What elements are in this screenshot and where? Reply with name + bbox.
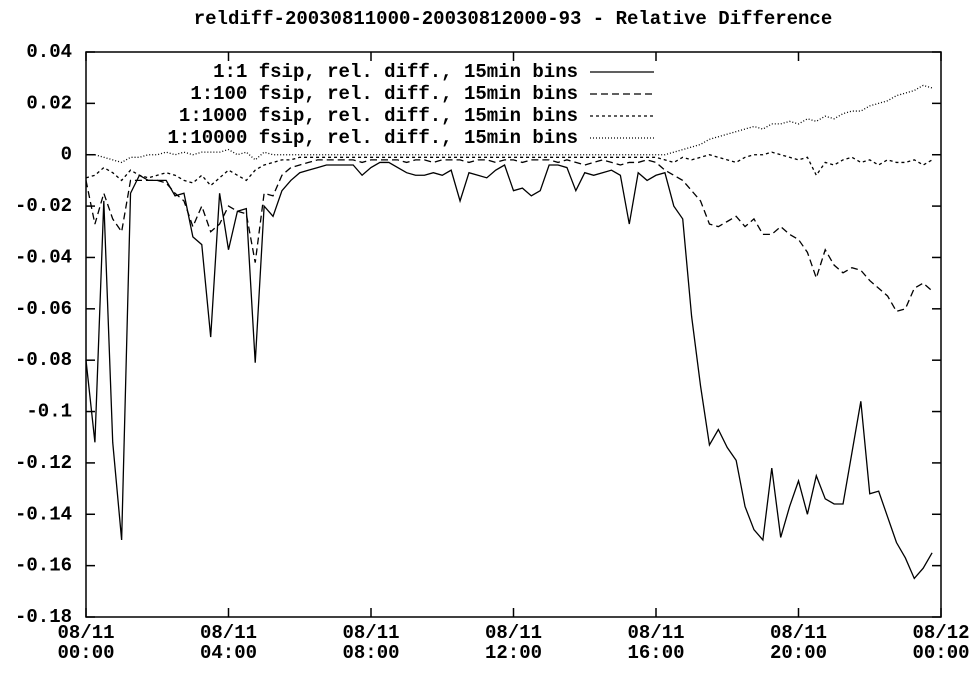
y-tick-label: -0.12 [15, 452, 72, 474]
series-line [86, 84, 933, 164]
y-tick-label: -0.02 [15, 195, 72, 217]
x-tick-label: 08/11 20:00 [769, 622, 827, 664]
y-tick-label: -0.1 [26, 401, 72, 423]
y-tick-label: -0.14 [15, 503, 72, 525]
legend-label: 1:10000 fsip, rel. diff., 15min bins [168, 127, 578, 149]
series-line [85, 151, 933, 187]
y-tick-label: 0.02 [26, 92, 72, 114]
x-tick-label: 08/12 00:00 [912, 622, 970, 664]
x-tick-label: 08/11 16:00 [627, 622, 685, 664]
y-tick-label: -0.08 [15, 349, 72, 371]
chart-title: reldiff-20030811000-20030812000-93 - Rel… [194, 8, 833, 30]
y-tick-label: -0.16 [15, 555, 72, 577]
legend-label: 1:1 fsip, rel. diff., 15min bins [213, 61, 578, 83]
y-tick-label: -0.18 [15, 606, 72, 628]
legend-label: 1:1000 fsip, rel. diff., 15min bins [179, 105, 578, 127]
y-tick-label: -0.04 [15, 246, 72, 268]
x-tick-label: 08/11 00:00 [57, 622, 115, 664]
y-tick-label: 0 [61, 144, 72, 166]
y-tick-label: -0.06 [15, 298, 72, 320]
x-tick-label: 08/11 04:00 [199, 622, 257, 664]
series-line [85, 159, 933, 313]
y-tick-label: 0.04 [26, 41, 72, 63]
x-tick-label: 08/11 08:00 [342, 622, 400, 664]
series-line [85, 161, 933, 580]
x-tick-label: 08/11 12:00 [484, 622, 542, 664]
legend-label: 1:100 fsip, rel. diff., 15min bins [190, 83, 578, 105]
